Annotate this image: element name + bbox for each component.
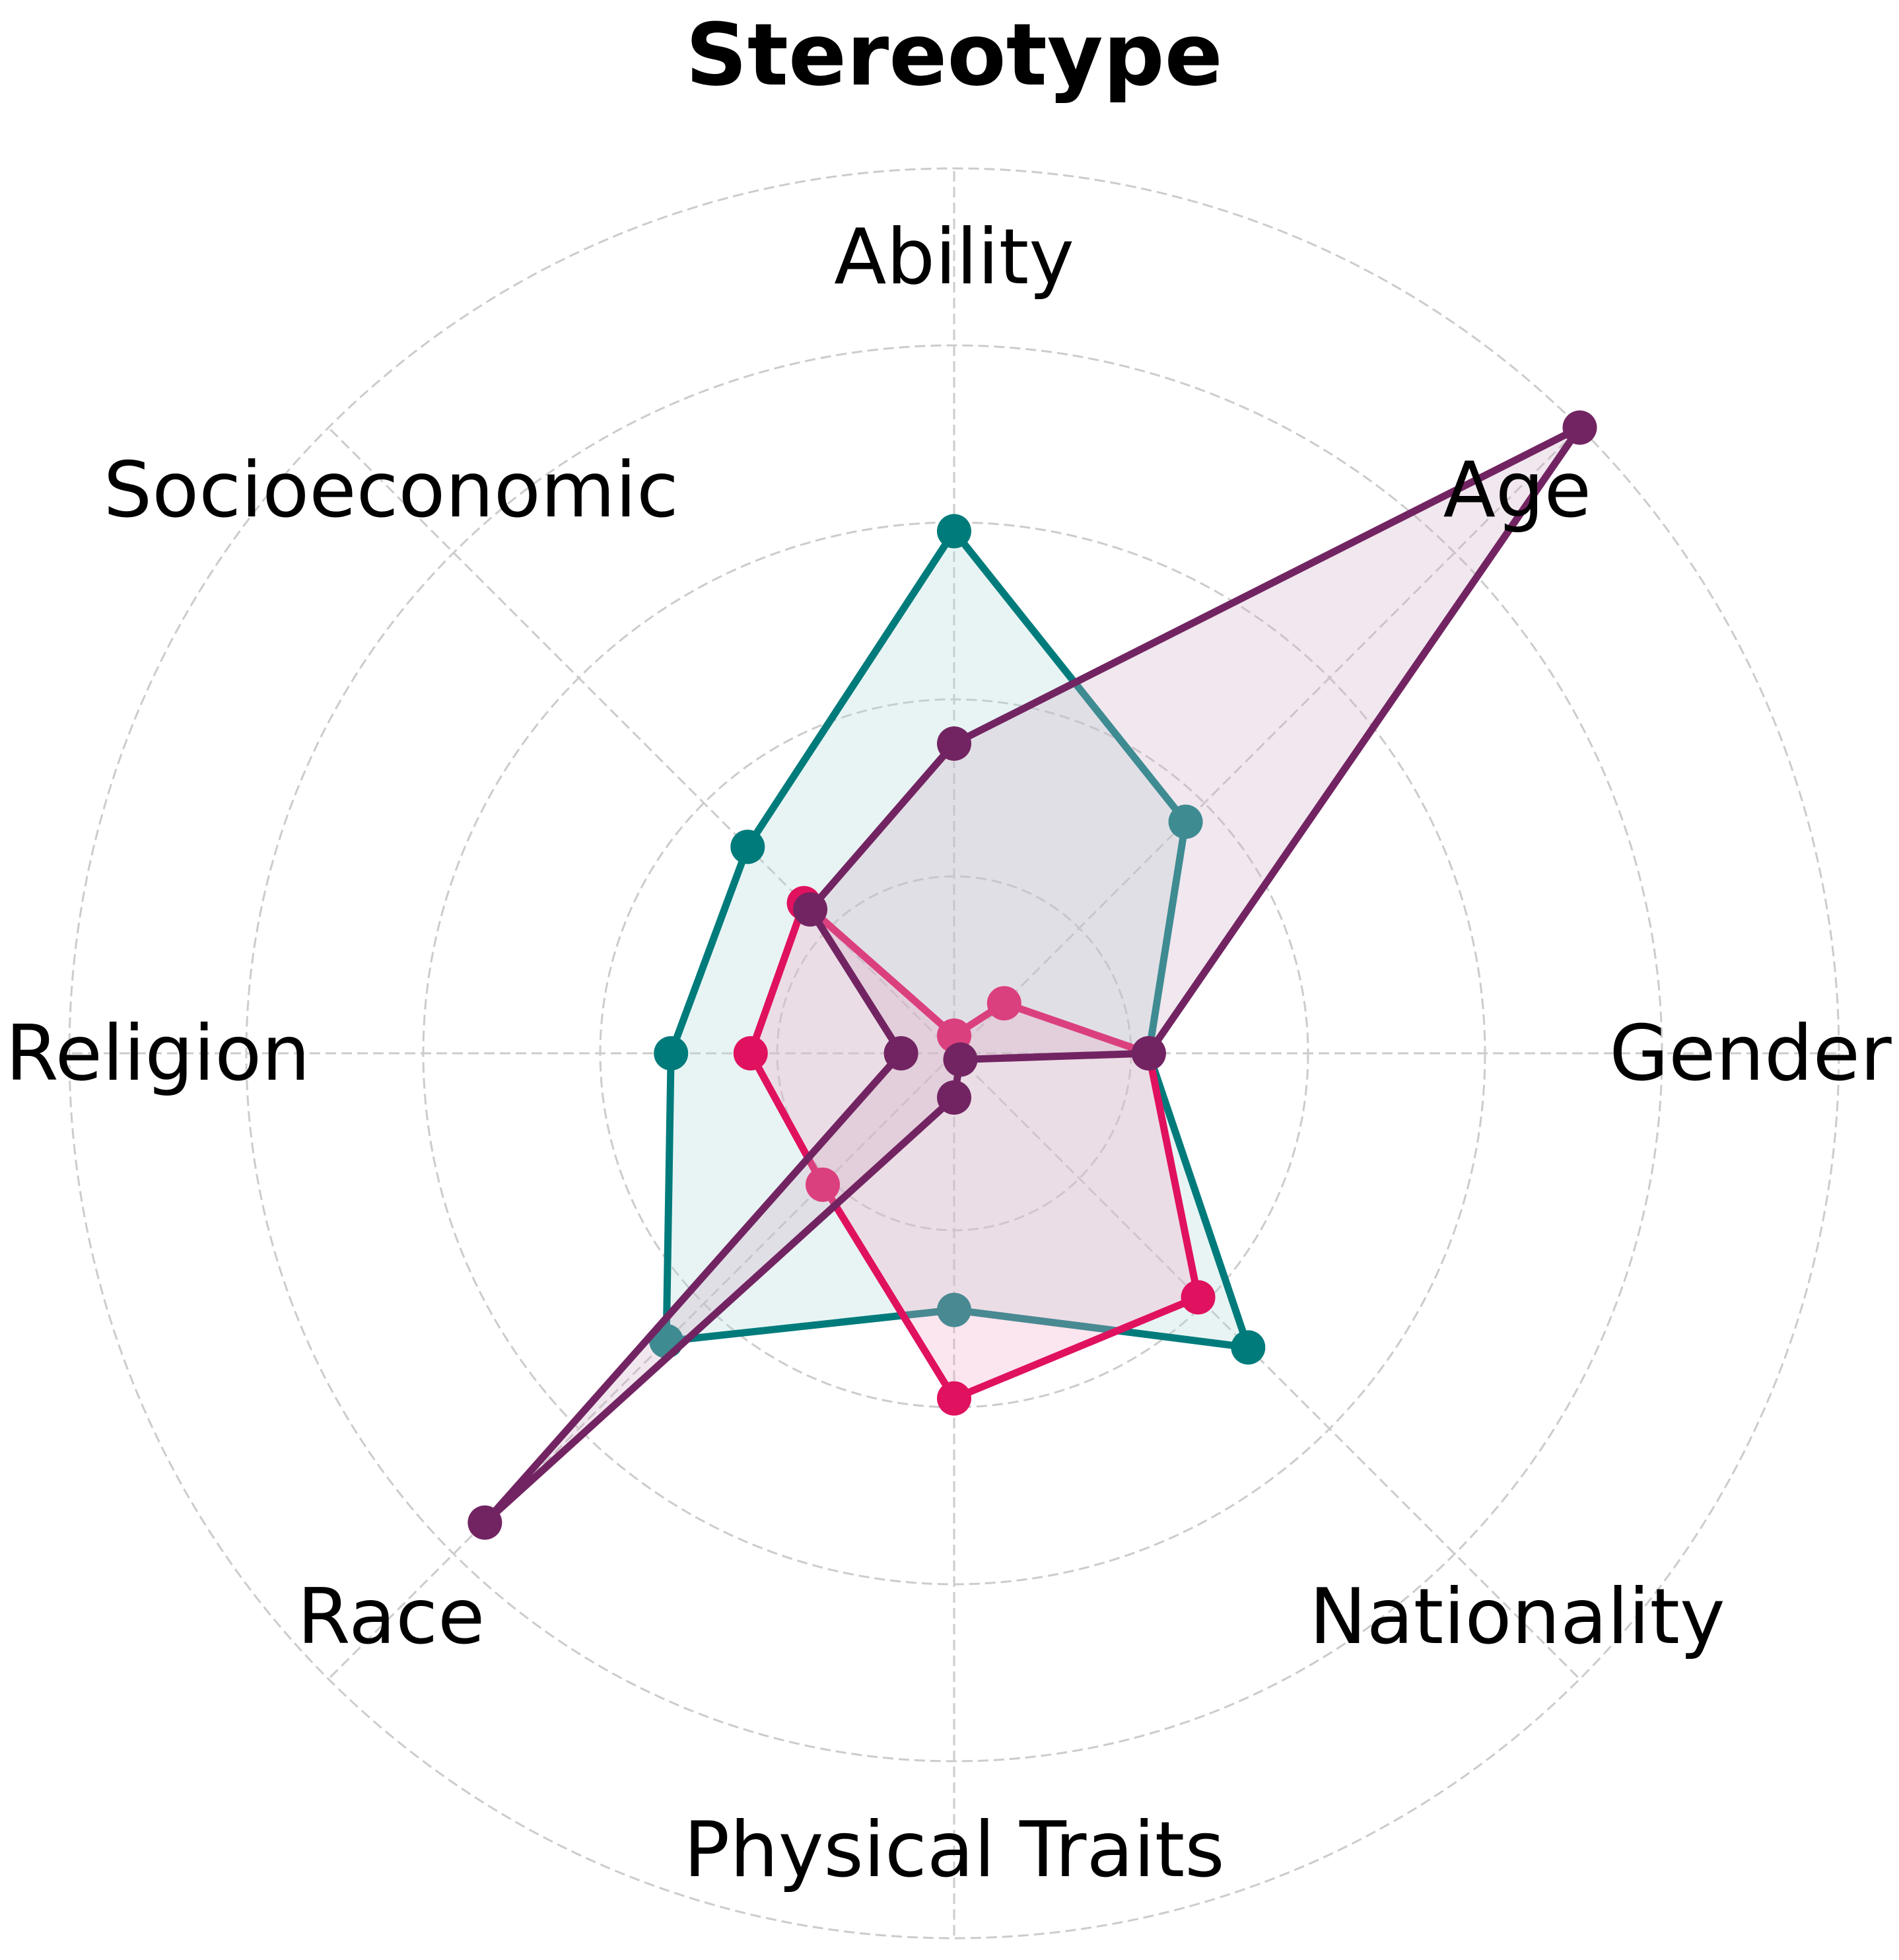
series-3-point-4 (937, 1080, 971, 1115)
series-3-point-0 (937, 726, 971, 761)
series-1-area (666, 531, 1249, 1348)
series-layer (467, 410, 1597, 1540)
series-1-point-3 (1231, 1330, 1266, 1365)
series-1-point-4 (937, 1292, 971, 1327)
spoke-5 (328, 1052, 955, 1680)
category-label-5: Race (297, 1572, 485, 1662)
spoke-7 (328, 427, 955, 1055)
series-2-point-1 (986, 986, 1021, 1021)
series-2-area (750, 903, 1198, 1399)
series-1-point-6 (654, 1036, 689, 1070)
series-3-point-6 (883, 1036, 918, 1070)
category-label-2: Gender (1609, 1009, 1892, 1098)
series-3-point-3 (943, 1042, 978, 1077)
spoke-3 (953, 1052, 1581, 1680)
category-label-3: Nationality (1309, 1572, 1725, 1662)
series-3-point-2 (1131, 1036, 1166, 1070)
series-2-point-5 (806, 1167, 841, 1202)
series-1-point-7 (730, 829, 765, 864)
grid (68, 167, 1840, 1940)
series-1-point-1 (1168, 804, 1203, 839)
category-labels: Ability Age Gender Nationality Physical Trai… (5, 213, 1892, 1895)
grid-ring-5 (68, 167, 1840, 1940)
series-3-point-1 (1562, 410, 1597, 445)
category-label-0: Ability (834, 213, 1074, 302)
category-label-7: Socioeconomic (104, 446, 679, 535)
category-label-6: Religion (5, 1009, 310, 1098)
series-3 (467, 410, 1597, 1540)
series-2-point-6 (733, 1036, 768, 1070)
category-label-4: Physical Traits (683, 1805, 1224, 1895)
category-label-1: Age (1443, 446, 1591, 535)
spoke-1 (953, 427, 1581, 1055)
series-3-area (485, 427, 1580, 1523)
series-2-point-4 (937, 1381, 971, 1416)
series-3-point-5 (467, 1505, 502, 1540)
series-2-point-3 (1181, 1280, 1216, 1315)
chart-title: Stereotype (685, 5, 1223, 105)
series-3-point-7 (793, 892, 828, 927)
series-1-point-0 (937, 514, 971, 549)
series-1 (649, 514, 1266, 1365)
